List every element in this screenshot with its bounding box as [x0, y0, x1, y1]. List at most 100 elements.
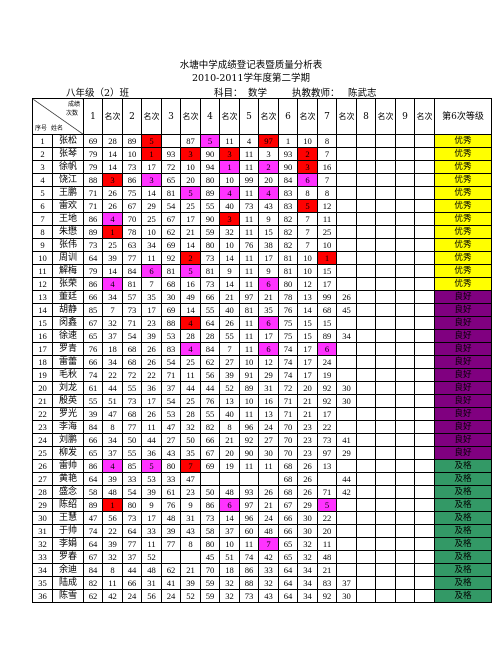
rank-cell-2: 48 [141, 563, 162, 577]
score-cell-3: 39 [161, 524, 181, 538]
rank-cell-3 [180, 550, 201, 564]
score-cell-4: 73 [200, 511, 220, 525]
student-name: 罗春 [52, 550, 84, 564]
rank-cell-6: 17 [297, 368, 318, 382]
rank-cell-4: 40 [219, 303, 240, 317]
rank-cell-1: 34 [102, 290, 123, 304]
score-cell-7: 7 [317, 173, 337, 187]
score-cell-3: 83 [161, 342, 181, 356]
rank-cell-1: 39 [102, 251, 123, 265]
score-cell-1: 66 [83, 290, 103, 304]
rank-cell-3: 28 [180, 329, 201, 343]
score-cell-2: 75 [122, 186, 142, 200]
level-cell: 及格 [434, 472, 492, 486]
rank-cell-4: 40 [219, 199, 240, 213]
score-cell-6: 74 [278, 342, 298, 356]
score-cell-5: 11 [239, 407, 259, 421]
score-cell-6: 75 [278, 316, 298, 330]
level-cell: 良好 [434, 446, 492, 460]
rank-cell-6: 26 [297, 459, 318, 473]
score-cell-8 [356, 381, 376, 395]
row-number: 7 [32, 212, 53, 226]
score-cell-7: 20 [317, 524, 337, 538]
rank-cell-5: 24 [258, 420, 279, 434]
student-name: 于帅 [52, 524, 84, 538]
rank-cell-4: 3 [219, 212, 240, 226]
score-cell-2: 64 [122, 524, 142, 538]
grade-table: 成绩 次数 序号 姓名 1 名次 2 名次 3 名次 4 名次 5 名次 6 名… [32, 98, 492, 603]
rank-cell-4: 7 [219, 342, 240, 356]
score-cell-1: 66 [83, 433, 103, 447]
rank-cell-3: 25 [180, 355, 201, 369]
rank-cell-6: 13 [297, 290, 318, 304]
score-cell-9 [395, 511, 415, 525]
score-cell-2: 33 [122, 472, 142, 486]
row-number: 25 [32, 446, 53, 460]
table-row: 29 陈绍 89 1 80 9 76 9 86 6 97 21 67 29 5 及格 [32, 498, 492, 512]
rank-cell-3: 25 [180, 394, 201, 408]
rank-cell-7: 30 [336, 394, 357, 408]
score-cell-8 [356, 329, 376, 343]
score-cell-8 [356, 537, 376, 551]
score-cell-4: 73 [200, 277, 220, 291]
exam-9-header: 9 [395, 98, 415, 135]
rank-cell-1: 39 [102, 537, 123, 551]
rank-3-header: 名次 [180, 98, 201, 135]
rank-cell-9 [414, 186, 435, 200]
level-cell: 优秀 [434, 160, 492, 174]
rank-cell-5: 38 [258, 238, 279, 252]
rank-cell-5: 20 [258, 173, 279, 187]
table-row: 7 王地 86 4 70 25 67 17 90 3 11 9 82 7 11 优秀 [32, 212, 492, 226]
score-cell-5: 10 [239, 355, 259, 369]
rank-cell-4: 10 [219, 537, 240, 551]
score-cell-9 [395, 355, 415, 369]
rank-2-header: 名次 [141, 98, 162, 135]
score-cell-9 [395, 186, 415, 200]
student-name: 董廷 [52, 290, 84, 304]
score-cell-6: 68 [278, 459, 298, 473]
rank-cell-2: 39 [141, 485, 162, 499]
rank-cell-5: 15 [258, 225, 279, 239]
score-cell-9 [395, 459, 415, 473]
score-cell-6: 66 [278, 511, 298, 525]
score-cell-1: 79 [83, 264, 103, 278]
rank-cell-1: 14 [102, 147, 123, 161]
level-cell: 优秀 [434, 134, 492, 148]
rank-cell-2: 9 [141, 498, 162, 512]
rank-cell-5: 31 [258, 381, 279, 395]
score-cell-8 [356, 186, 376, 200]
score-cell-3: 69 [161, 303, 181, 317]
rank-cell-6: 10 [297, 251, 318, 265]
rank-cell-5: 43 [258, 589, 279, 603]
row-number: 3 [32, 160, 53, 174]
rank-cell-9 [414, 550, 435, 564]
rank-cell-8 [375, 212, 396, 226]
score-cell-6: 70 [278, 420, 298, 434]
rank-cell-1: 56 [102, 511, 123, 525]
rank-cell-3: 87 [180, 134, 201, 148]
table-row: 18 雷蕾 66 34 68 26 54 25 62 27 10 12 74 17 24 良好 [32, 355, 492, 369]
score-cell-9 [395, 589, 415, 603]
rank-cell-7 [336, 563, 357, 577]
rank-cell-7: 37 [336, 576, 357, 590]
level-cell: 良好 [434, 407, 492, 421]
row-number: 26 [32, 459, 53, 473]
rank-cell-4: 11 [219, 134, 240, 148]
score-cell-4: 66 [200, 433, 220, 447]
score-cell-5: 11 [239, 251, 259, 265]
rank-cell-4: 20 [219, 446, 240, 460]
level-cell: 良好 [434, 342, 492, 356]
row-number: 10 [32, 251, 53, 265]
score-cell-2: 77 [122, 251, 142, 265]
score-cell-9 [395, 563, 415, 577]
score-cell-7: 68 [317, 303, 337, 317]
page-title: 水塘中学成绩登记表暨质量分析表 [179, 60, 323, 71]
score-cell-1: 89 [83, 225, 103, 239]
score-cell-8 [356, 433, 376, 447]
score-cell-6: 70 [278, 446, 298, 460]
score-cell-3: 24 [161, 589, 181, 603]
rank-cell-1: 32 [102, 550, 123, 564]
rank-cell-7 [336, 225, 357, 239]
score-cell-2: 77 [122, 420, 142, 434]
exam-4-header: 4 [200, 98, 220, 135]
